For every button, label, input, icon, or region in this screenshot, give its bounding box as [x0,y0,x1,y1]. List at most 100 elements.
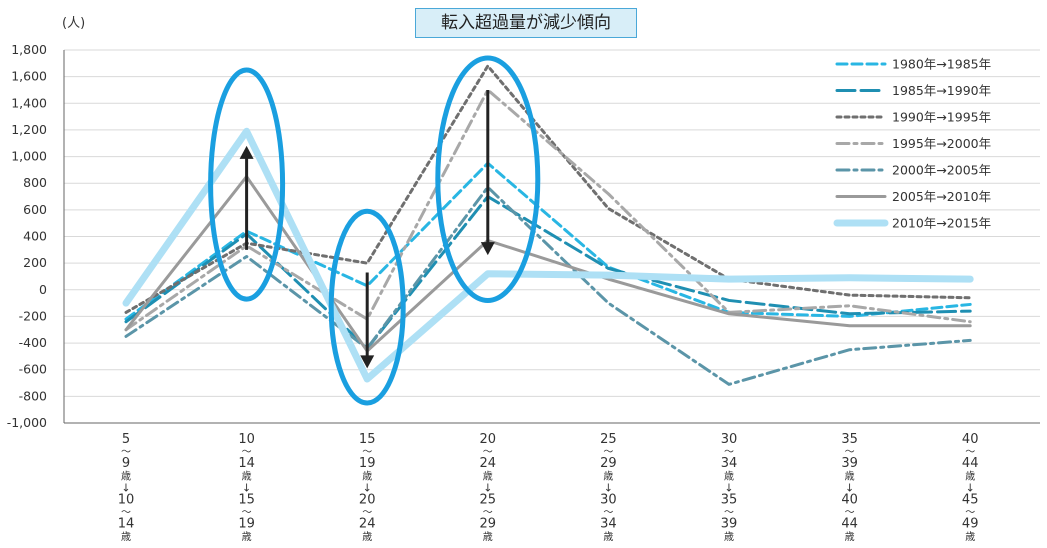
x-tick-label-part: ↓ [604,481,613,494]
trend-arrow-head [480,242,495,256]
series-lines [122,64,974,386]
y-tick-label: -600 [19,362,47,377]
x-tick-label-part: ～ [362,447,372,458]
x-tick-label-part: 19 [359,456,376,471]
x-tick-label-part: ↓ [724,481,733,494]
legend-label: 1980年→1985年 [892,57,991,72]
grid-lines [63,49,1040,424]
x-tick-label-part: ～ [603,447,613,458]
x-tick-label-part: ～ [603,508,613,519]
x-tick-label-part: 歳 [845,470,855,482]
x-tick-label-part: 歳 [242,531,252,543]
x-tick-label-part: 14 [238,456,255,471]
x-tick-label-part: 44 [841,517,858,532]
x-tick-label-part: 15 [238,493,255,508]
x-tick-label-part: 歳 [121,531,131,543]
x-tick-label: 15～19歳↓20～24歳 [359,432,376,543]
x-tick-label-part: ～ [483,508,493,519]
chart-title: 転入超過量が減少傾向 [415,8,637,38]
highlight-ellipse [435,55,541,303]
highlight-ellipse [328,208,406,406]
x-tick-label-part: 9 [122,456,130,471]
x-tick-label: 25～29歳↓30～34歳 [600,432,617,543]
x-tick-label-part: 14 [118,517,135,532]
legend-item: 1990年→1995年 [835,110,991,125]
x-tick-label-part: 40 [841,493,858,508]
x-tick-label-part: ↓ [242,481,251,494]
y-tick-label: -400 [19,335,47,350]
x-tick-label-part: 39 [841,456,858,471]
x-tick-label-part: 29 [600,456,617,471]
trend-arrow [480,89,495,256]
x-tick-label-part: ～ [121,508,131,519]
x-tick-label-part: 歳 [242,470,252,482]
x-tick-label-part: 歳 [121,470,131,482]
x-tick-label-part: 39 [721,517,738,532]
x-tick-label-part: 5 [122,432,130,447]
x-tick-label-part: 24 [480,456,497,471]
legend-label: 1985年→1990年 [892,83,991,98]
series-line [122,127,974,383]
x-tick-label-part: 歳 [483,531,493,543]
x-tick-label-part: ～ [242,508,252,519]
x-tick-label-part: 10 [118,493,135,508]
trend-arrow [360,272,375,369]
legend-item: 1985年→1990年 [835,83,991,98]
x-tick-label-part: ↓ [363,481,372,494]
x-tick-label-part: 歳 [603,470,613,482]
x-tick-label: 10～14歳↓15～19歳 [238,432,255,543]
x-tick-label-part: 24 [359,517,376,532]
y-tick-label: 600 [23,202,47,217]
x-tick-label-part: 19 [238,517,255,532]
y-tick-label: 400 [23,229,47,244]
trend-arrow-head [360,355,375,369]
x-tick-label-part: 44 [962,456,979,471]
series-line [124,195,972,350]
x-tick-label-part: ～ [724,508,734,519]
legend-label: 1990年→1995年 [892,110,991,125]
x-tick-label-part: 30 [721,432,738,447]
y-tick-label: 1,600 [11,69,47,84]
x-tick-label-part: 歳 [965,470,975,482]
series-line [124,161,972,321]
x-tick-label-part: 29 [480,517,497,532]
annotations [208,55,541,406]
x-tick-label-part: ～ [121,447,131,458]
x-tick-label-part: 25 [480,493,497,508]
legend-item: 2010年→2015年 [833,216,991,231]
x-tick-label-part: ～ [845,508,855,519]
y-tick-label: 1,200 [11,122,47,137]
trend-arrow [239,145,254,250]
series-line [124,185,972,386]
legend-item: 2000年→2005年 [835,163,991,178]
y-tick-label: 1,800 [11,42,47,57]
x-tick-label-part: 歳 [362,470,372,482]
y-tick-label: 1,000 [11,149,47,164]
series-line [124,88,972,332]
y-axis-ticks: -1,000 -800 -600 -400 -200 0 200 400 600 800 1,000… [7,42,47,430]
legend-label: 2010年→2015年 [892,216,991,231]
x-tick-label-part: ～ [362,508,372,519]
x-tick-label-part: ～ [724,447,734,458]
x-tick-label-part: 20 [480,432,497,447]
legend-label: 1995年→2000年 [892,136,991,151]
x-axis-ticks: 5～9歳↓10～14歳10～14歳↓15～19歳15～19歳↓20～24歳20～… [118,432,979,543]
x-tick-label-part: 20 [359,493,376,508]
legend-label: 2000年→2005年 [892,163,991,178]
x-tick-label: 30～34歳↓35～39歳 [721,432,738,543]
x-tick-label-part: 歳 [362,531,372,543]
x-tick-label-part: 34 [721,456,738,471]
x-tick-label-part: ～ [965,447,975,458]
x-tick-label-part: 34 [600,517,617,532]
x-tick-label-part: 35 [841,432,858,447]
x-tick-label-part: ↓ [483,481,492,494]
x-tick-label-part: 歳 [724,470,734,482]
y-tick-label: 0 [39,282,47,297]
legend-label: 2005年→2010年 [892,189,991,204]
x-tick-label-part: ↓ [121,481,130,494]
y-tick-label: 1,400 [11,95,47,110]
y-tick-label: -200 [19,308,47,323]
x-tick-label: 20～24歳↓25～29歳 [480,432,497,543]
